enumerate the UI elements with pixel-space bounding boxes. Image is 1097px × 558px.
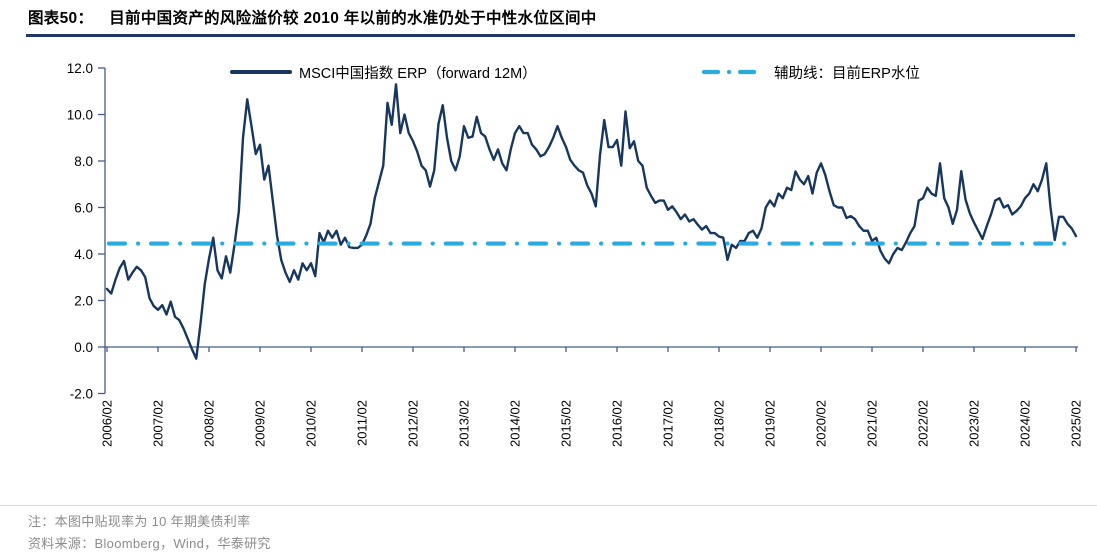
figure-tag: 图表50：	[28, 10, 94, 27]
x-tick-label: 2015/02	[559, 400, 574, 447]
x-tick-label: 2017/02	[661, 400, 676, 447]
title-rule	[26, 34, 1075, 37]
x-tick-label: 2019/02	[763, 400, 778, 447]
y-tick-label: 10.0	[67, 107, 93, 122]
x-tick-label: 2010/02	[304, 400, 319, 447]
y-tick-label: 12.0	[67, 61, 93, 76]
source-note: 资料来源：Bloomberg，Wind，华泰研究	[28, 536, 271, 551]
y-tick-label: 6.0	[74, 200, 93, 215]
series-line-swatch	[230, 69, 292, 75]
x-tick-label: 2024/02	[1018, 400, 1033, 447]
reference-line-swatch	[701, 69, 767, 75]
x-tick-label: 2022/02	[916, 400, 931, 447]
legend-reference-label: 辅助线：目前ERP水位	[774, 65, 920, 82]
x-tick-label: 2012/02	[406, 400, 421, 447]
y-tick-label: 2.0	[74, 293, 93, 308]
legend-series-label: MSCI中国指数 ERP（forward 12M）	[299, 65, 537, 82]
footnote: 注：本图中贴现率为 10 年期美债利率	[28, 514, 251, 529]
x-tick-label: 2008/02	[202, 400, 217, 447]
x-tick-label: 2011/02	[355, 400, 370, 446]
legend-item-reference: 辅助线：目前ERP水位	[700, 63, 920, 82]
x-tick-label: 2007/02	[151, 400, 166, 447]
figure-title: 目前中国资产的风险溢价较 2010 年以前的水准仍处于中性水位区间中	[109, 10, 597, 27]
x-tick-label: 2006/02	[100, 400, 115, 447]
x-tick-label: 2025/02	[1069, 400, 1084, 447]
y-tick-label: 4.0	[74, 247, 93, 262]
notes-divider	[0, 505, 1097, 506]
x-tick-label: 2016/02	[610, 400, 625, 447]
x-tick-label: 2020/02	[814, 400, 829, 447]
x-tick-label: 2018/02	[712, 400, 727, 447]
y-tick-label: -2.0	[70, 386, 93, 401]
y-tick-label: 0.0	[74, 340, 93, 355]
legend-item-series: MSCI中国指数 ERP（forward 12M）	[230, 63, 537, 82]
x-tick-label: 2009/02	[253, 400, 268, 447]
erp-series-line	[105, 83, 1078, 360]
figure-header: 图表50： 目前中国资产的风险溢价较 2010 年以前的水准仍处于中性水位区间中	[28, 6, 597, 28]
x-tick-label: 2021/02	[865, 400, 880, 447]
x-tick-label: 2013/02	[457, 400, 472, 447]
y-tick-label: 8.0	[74, 154, 93, 169]
x-tick-label: 2023/02	[967, 400, 982, 447]
x-tick-label: 2014/02	[508, 400, 523, 447]
